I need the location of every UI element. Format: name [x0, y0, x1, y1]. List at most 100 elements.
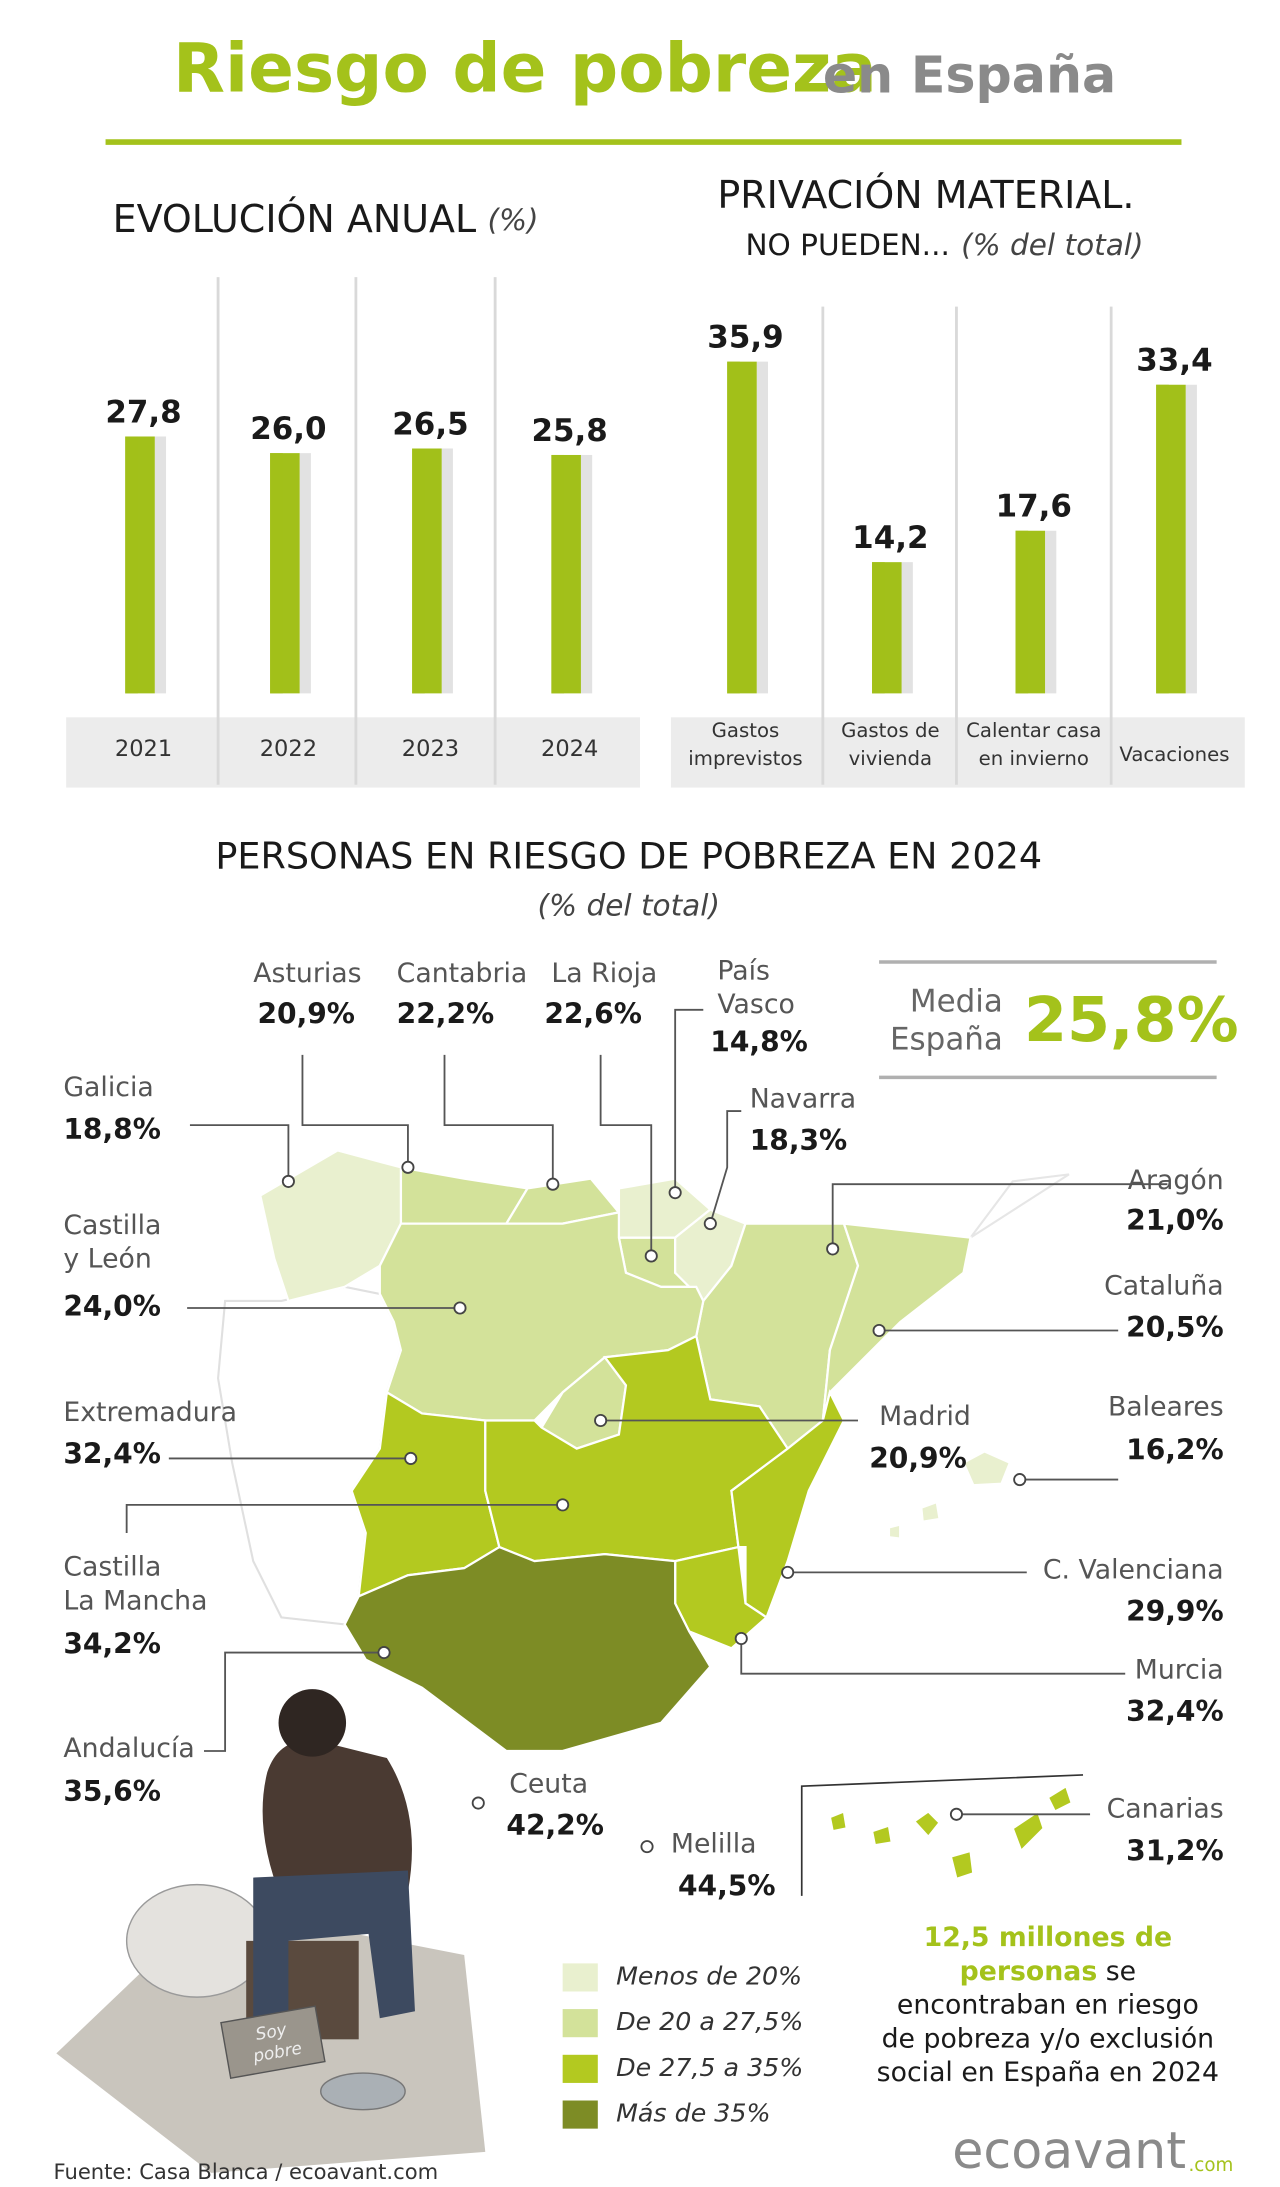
category-label: Gastos de [841, 719, 939, 742]
head [278, 1689, 347, 1757]
illustration: Soy pobre [56, 1689, 486, 2173]
legend-swatch [562, 2009, 598, 2038]
leader-dot [949, 1807, 963, 1821]
value-label: 26,5 [392, 407, 468, 443]
legend-label: Menos de 20% [616, 1961, 802, 1990]
average-value: 25,8% [1024, 984, 1239, 1056]
region-value: 44,5% [678, 1869, 776, 1902]
note-highlight: 12,5 millones de [924, 1922, 1173, 1953]
region [1046, 1784, 1074, 1813]
region [828, 1809, 849, 1833]
legend-swatch [562, 1963, 598, 1992]
region-name: Andalucía [63, 1733, 194, 1764]
region-name: Cantabria [397, 958, 528, 989]
value-label: 14,2 [852, 520, 928, 556]
region-value: 32,4% [63, 1438, 161, 1471]
leader-dot [377, 1646, 391, 1660]
region-name: C. Valenciana [1043, 1554, 1224, 1585]
region-value: 20,5% [1126, 1311, 1224, 1344]
bar-shadow [299, 453, 311, 694]
leader-line [125, 1503, 563, 1534]
region-name: y León [63, 1244, 151, 1275]
note-highlight: personas [960, 1955, 1098, 1986]
note-line: personas se [960, 1955, 1137, 1986]
bar-highlight [1015, 530, 1029, 694]
leader-line [189, 1124, 290, 1182]
region-value: 14,8% [710, 1026, 808, 1059]
leader-line [740, 1638, 1126, 1675]
region-value: 20,9% [257, 997, 355, 1030]
region-name: Castilla [63, 1210, 161, 1241]
category-label: Vacaciones [1119, 743, 1229, 766]
leader-dot [703, 1217, 717, 1231]
sign [220, 2005, 326, 2079]
leader-dot [640, 1840, 654, 1854]
leader-dot [401, 1160, 415, 1174]
chart-title-text: PRIVACIÓN MATERIAL. [717, 172, 1134, 216]
region-name: Galicia [63, 1072, 153, 1103]
region-name: Asturias [253, 958, 361, 989]
france-border [969, 1173, 1070, 1239]
region [399, 1165, 530, 1225]
leader-line [709, 1110, 742, 1224]
leader-line [831, 1183, 1168, 1249]
category-label: Gastos [712, 719, 780, 742]
average-label: Media [910, 983, 1003, 1019]
chart-subtitle-text: NO PUEDEN... [745, 228, 949, 262]
leader-dot [281, 1174, 295, 1188]
leader-dot [826, 1242, 840, 1256]
category-band [66, 717, 640, 788]
note-text: encontraban en riesgo [897, 1989, 1199, 2020]
torso [262, 1740, 412, 1906]
leader-dot [1013, 1473, 1027, 1487]
leader-dot [594, 1413, 608, 1428]
note-line: de pobreza y/o exclusión [882, 2023, 1215, 2054]
leader-line [443, 1054, 554, 1185]
region-name: Baleares [1108, 1391, 1224, 1422]
leader-dot [556, 1498, 570, 1512]
value-label: 33,4 [1136, 343, 1212, 379]
value-label: 35,9 [707, 320, 783, 356]
legend-swatch [562, 2054, 598, 2083]
note-text: se [1097, 1955, 1136, 1986]
leader-dot [734, 1631, 748, 1646]
region-value: 42,2% [506, 1809, 604, 1842]
canarias-frame [800, 1774, 1084, 1896]
average-label: España [890, 1021, 1003, 1057]
region [870, 1824, 894, 1847]
region-name: Melilla [671, 1829, 757, 1860]
title: Riesgo de pobreza [173, 29, 877, 108]
region-value: 34,2% [63, 1628, 161, 1661]
region-name: La Rioja [551, 958, 657, 989]
category-label: vivienda [849, 747, 932, 770]
region-value: 24,0% [63, 1290, 161, 1323]
value-label: 27,8 [105, 394, 181, 430]
category-label: en invierno [979, 747, 1089, 770]
region-name: Ceuta [509, 1768, 588, 1799]
region-name: Aragón [1128, 1165, 1224, 1196]
value-label: 26,0 [250, 411, 326, 447]
chart-title-text: EVOLUCIÓN ANUAL [113, 196, 477, 240]
region-name: La Mancha [63, 1585, 207, 1616]
region-value: 22,6% [544, 997, 642, 1030]
note-line: encontraban en riesgo [897, 1989, 1199, 2020]
leader-dot [453, 1301, 467, 1315]
bar-highlight [125, 436, 138, 694]
leader-line [301, 1054, 409, 1168]
region [912, 1810, 942, 1839]
legend-swatch [562, 2100, 598, 2129]
source: Fuente: Casa Blanca / ecoavant.com [54, 2159, 439, 2184]
region-value: 21,0% [1126, 1204, 1224, 1237]
leader-line [599, 1054, 653, 1256]
region-value: 18,3% [750, 1124, 848, 1157]
region-name: Extremadura [63, 1397, 237, 1428]
bar-highlight [872, 562, 885, 694]
note-line: social en España en 2024 [877, 2057, 1219, 2088]
leader-dot [872, 1323, 886, 1338]
region-name: Cataluña [1104, 1270, 1224, 1301]
legend-label: De 27,5 a 35% [616, 2053, 803, 2082]
region-value: 16,2% [1126, 1433, 1224, 1466]
leader-dot [546, 1177, 560, 1191]
leader-dot [404, 1451, 418, 1466]
region [949, 1849, 975, 1881]
